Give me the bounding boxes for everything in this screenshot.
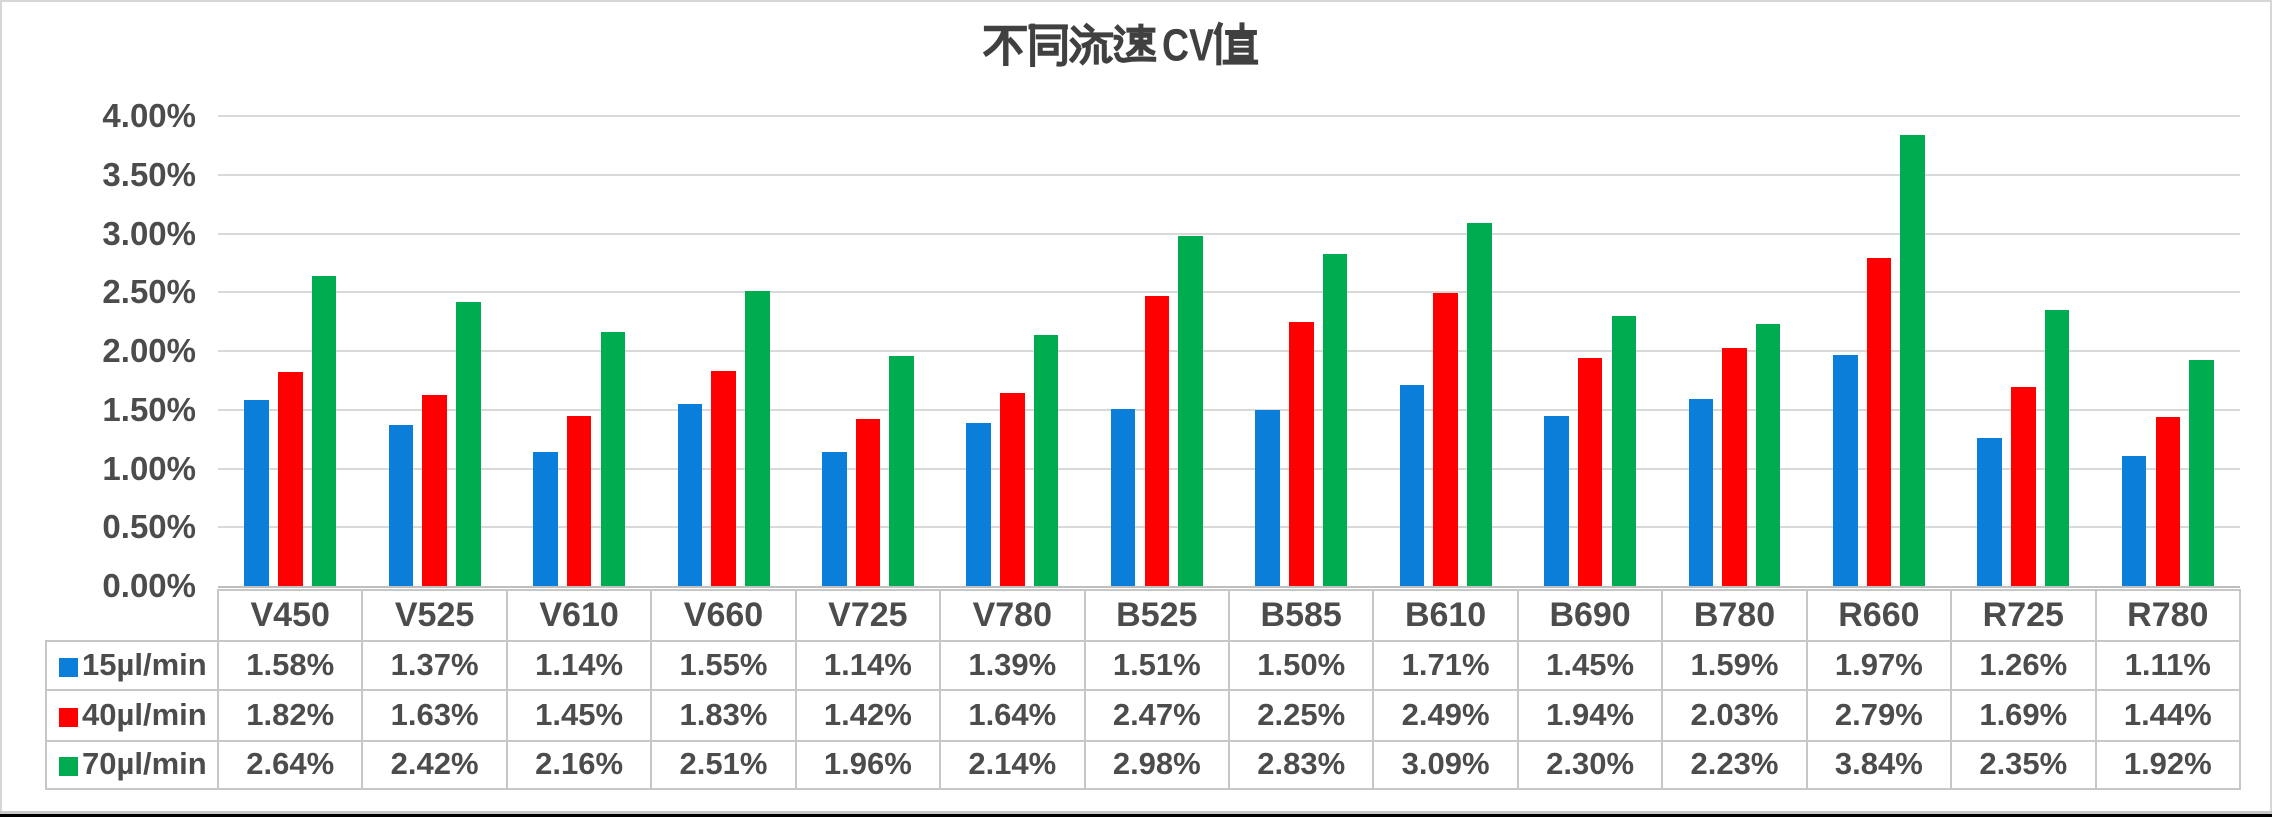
- svg-text:CV: CV: [1162, 19, 1214, 70]
